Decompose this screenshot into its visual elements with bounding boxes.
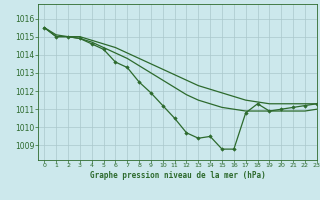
X-axis label: Graphe pression niveau de la mer (hPa): Graphe pression niveau de la mer (hPa) — [90, 171, 266, 180]
